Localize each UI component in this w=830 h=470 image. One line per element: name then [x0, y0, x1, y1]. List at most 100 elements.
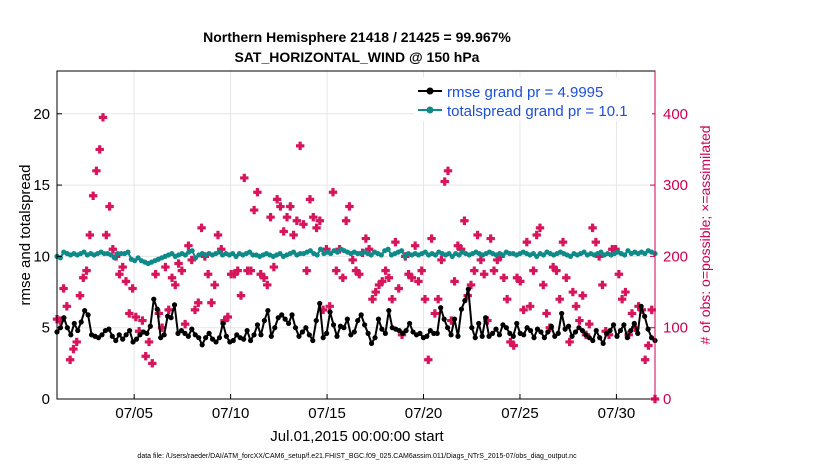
x-tick-label: 07/10 — [212, 405, 250, 422]
obs-count-point — [391, 237, 400, 247]
legend-spread-marker — [426, 106, 434, 114]
obs-count-point — [138, 316, 147, 325]
rmse-point — [417, 330, 423, 336]
obs-count-point — [394, 284, 403, 293]
rmse-point — [106, 326, 112, 332]
rmse-point — [642, 313, 648, 319]
obs-count-point — [430, 309, 440, 318]
rmse-point — [216, 335, 223, 341]
rmse-point — [306, 332, 312, 338]
obs-count-point — [525, 302, 535, 311]
rmse-point — [645, 326, 651, 332]
rmse-point — [576, 325, 582, 331]
obs-count-point — [121, 277, 131, 286]
rmse-point — [469, 325, 475, 331]
rmse-point — [600, 340, 606, 346]
rmse-point — [524, 325, 530, 331]
obs-count-point — [348, 255, 357, 265]
rmse-point — [355, 317, 361, 324]
rmse-point — [247, 337, 254, 344]
rmse-point — [400, 330, 406, 336]
rmse-point — [161, 332, 167, 338]
rmse-point — [455, 333, 461, 339]
rmse-point — [144, 330, 150, 336]
rmse-point — [303, 325, 309, 331]
rmse-point — [586, 335, 592, 341]
obs-count-point — [598, 280, 607, 290]
obs-count-point — [575, 316, 584, 325]
obs-count-point — [213, 230, 223, 240]
obs-count-point — [141, 352, 150, 361]
spread-point — [399, 248, 405, 254]
rmse-point — [251, 332, 257, 338]
obs-count-point — [318, 305, 328, 315]
rmse-point — [610, 322, 617, 328]
rmse-point — [334, 333, 340, 339]
rmse-point — [82, 307, 88, 314]
obs-count-point — [131, 312, 141, 322]
obs-count-point — [585, 319, 594, 329]
rmse-point — [410, 329, 416, 335]
rmse-point — [223, 333, 229, 339]
obs-count-point — [164, 305, 173, 315]
obs-count-point — [424, 355, 433, 364]
rmse-point — [434, 330, 440, 336]
legend-spread-label: totalspread grand pr = 10.1 — [447, 103, 628, 120]
rmse-point — [147, 323, 153, 329]
rmse-point — [120, 336, 126, 342]
obs-count-point — [289, 230, 298, 240]
rmse-point — [258, 332, 264, 338]
obs-count-point — [338, 273, 348, 282]
obs-count-point — [644, 341, 653, 350]
obs-count-point — [246, 266, 256, 275]
rmse-point — [500, 322, 506, 328]
rmse-point — [489, 330, 496, 336]
obs-count-point — [171, 280, 180, 290]
rmse-point — [241, 336, 247, 342]
rmse-point — [289, 312, 295, 318]
x-axis-label: Jul.01,2015 00:00:00 start — [270, 428, 444, 445]
obs-count-point — [167, 273, 177, 282]
spread-point — [81, 249, 87, 255]
rmse-point — [559, 310, 565, 317]
spread-point — [111, 255, 118, 261]
rmse-point — [320, 335, 326, 341]
obs-count-point — [578, 291, 587, 300]
y-tick-label: 5 — [42, 320, 50, 337]
rmse-point — [621, 322, 627, 328]
rmse-point — [130, 339, 136, 345]
obs-count-point — [312, 223, 321, 233]
rmse-point — [527, 327, 534, 334]
x-tick-label: 07/05 — [115, 405, 153, 422]
obs-count-point — [473, 230, 482, 240]
rmse-point — [154, 306, 160, 312]
rmse-point — [275, 315, 281, 321]
obs-count-point — [535, 223, 545, 233]
x-tick-label: 07/15 — [308, 405, 346, 422]
obs-count-point — [56, 316, 65, 325]
obs-count-point — [72, 337, 81, 347]
obs-count-point — [302, 266, 311, 275]
rmse-point — [158, 335, 164, 341]
rmse-point — [313, 317, 319, 324]
y-right-tick-label: 200 — [663, 248, 688, 265]
rmse-point — [628, 327, 634, 334]
y-right-tick-label: 300 — [663, 177, 688, 194]
series-layer — [52, 113, 660, 404]
rmse-point — [317, 300, 323, 307]
rmse-point — [182, 330, 188, 336]
rmse-point — [189, 326, 195, 332]
right-axis: 0 100 200 300 400 — [650, 71, 688, 408]
y-axis-right-label: # of obs: o=possible; ×=assimilated — [697, 125, 713, 344]
obs-count-point — [368, 294, 377, 304]
rmse-point — [358, 312, 364, 318]
rmse-point — [220, 320, 226, 327]
rmse-point — [137, 332, 143, 338]
rmse-point — [286, 320, 292, 327]
rmse-point — [192, 332, 198, 338]
obs-count-point — [118, 262, 127, 272]
rmse-point — [503, 325, 509, 331]
rmse-point — [607, 327, 613, 334]
rmse-point — [330, 322, 337, 328]
